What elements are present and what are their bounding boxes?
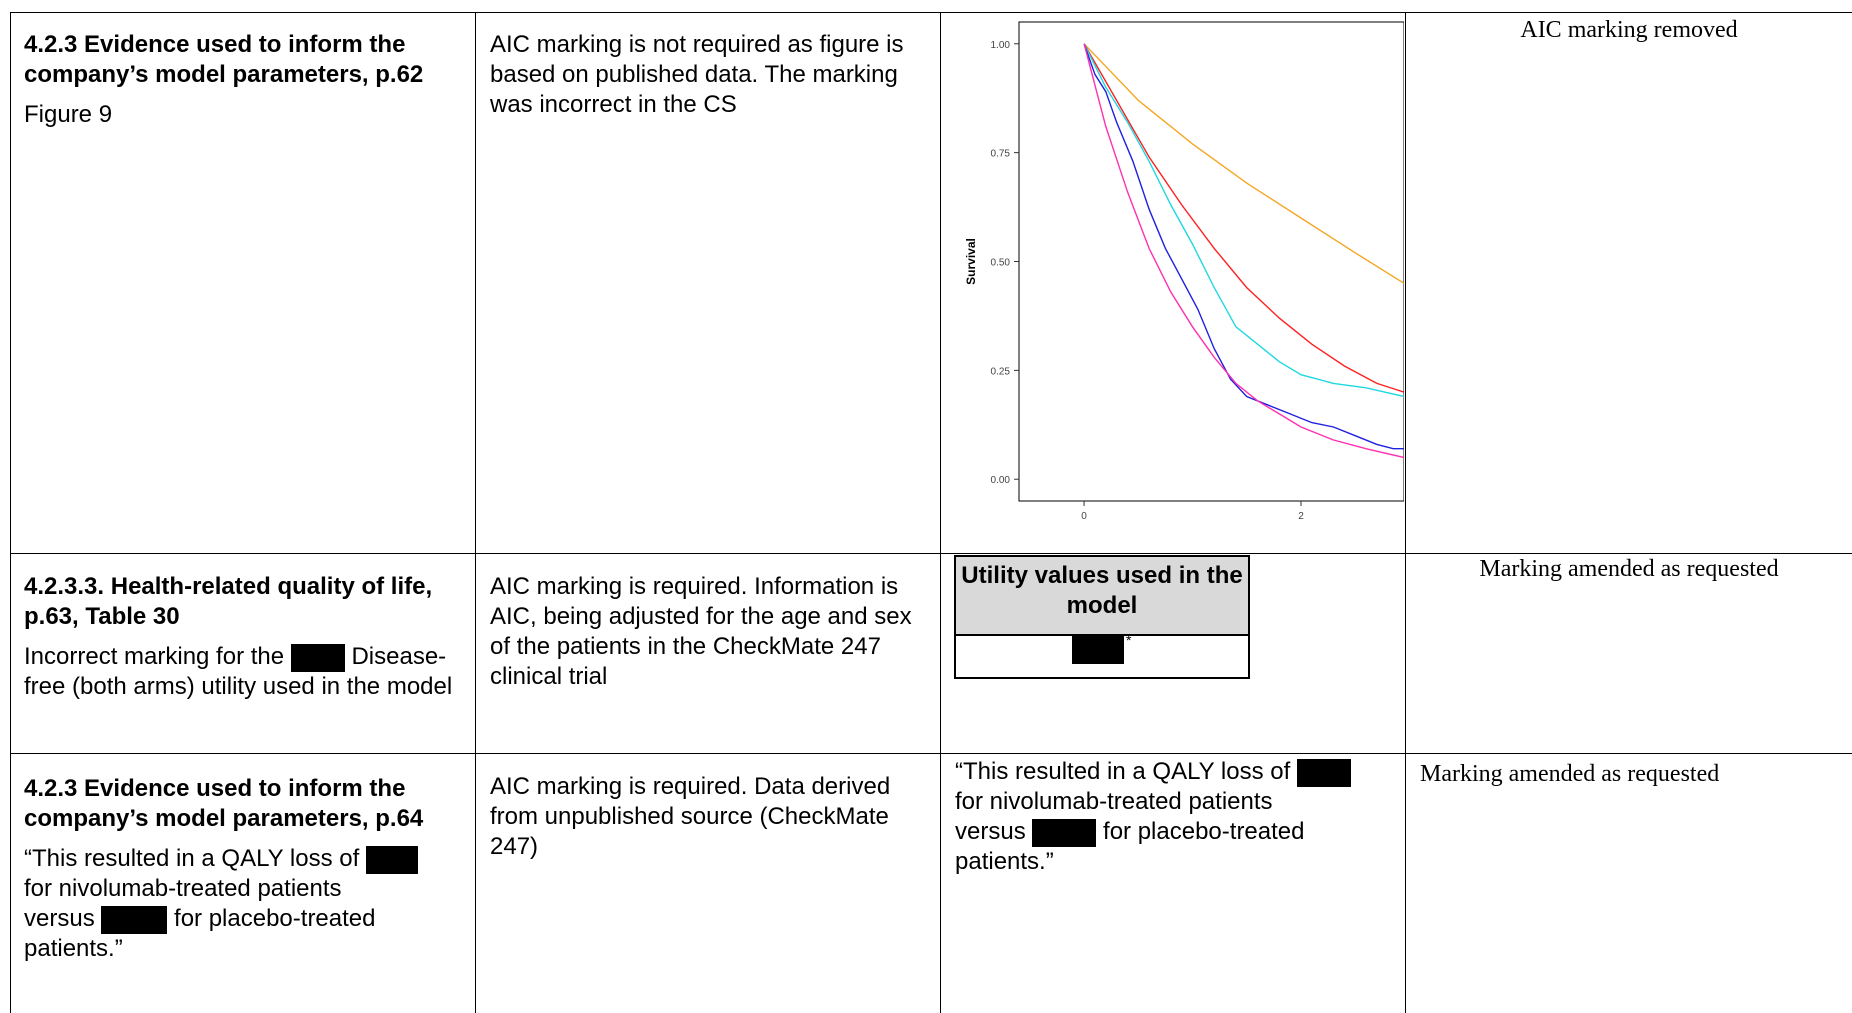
- row1-issue-title: 4.2.3 Evidence used to inform the compan…: [24, 31, 424, 88]
- row2-issue-detail: Incorrect marking for the Disease-free (…: [24, 642, 464, 702]
- row2-justification: AIC marking is required. Information is …: [490, 573, 912, 690]
- series-line-3: [1083, 43, 1404, 398]
- quote-text: versus: [955, 818, 1026, 845]
- table-border: [475, 12, 476, 1013]
- x-tick-label: 0: [1081, 511, 1087, 522]
- series-line-2: [1083, 43, 1404, 393]
- row3-amended-quote: “This resulted in a QALY loss of for niv…: [955, 757, 1400, 877]
- table-border: [10, 12, 1852, 13]
- row2-response: Marking amended as requested: [1479, 556, 1779, 582]
- y-tick-label: 0.25: [991, 366, 1011, 377]
- y-axis-label: Survival: [964, 238, 978, 285]
- quote-text: “This resulted in a QALY loss of: [955, 758, 1291, 785]
- redaction-block: [1032, 818, 1097, 847]
- table-border: [10, 753, 1852, 754]
- utility-values-table: Utility values used in the model *: [954, 555, 1250, 679]
- y-tick-label: 0.00: [991, 475, 1011, 486]
- row3-quote: “This resulted in a QALY loss of for niv…: [24, 844, 464, 964]
- quote-text: patients.”: [24, 935, 123, 962]
- x-tick-label: 2: [1298, 511, 1304, 522]
- quote-text: for nivolumab-treated patients: [24, 875, 342, 902]
- quote-text: versus: [24, 905, 95, 932]
- redaction-block: [365, 845, 418, 874]
- y-tick-label: 0.75: [991, 149, 1011, 160]
- row3-issue-cell: 4.2.3 Evidence used to inform the compan…: [24, 774, 464, 964]
- row2-issue-title: 4.2.3.3. Health-related quality of life,…: [24, 573, 433, 630]
- row2-issue-detail-before: Incorrect marking for the: [24, 643, 285, 670]
- redaction-block: [290, 643, 345, 672]
- row3-response: Marking amended as requested: [1420, 761, 1720, 787]
- redaction-block: [1072, 634, 1124, 664]
- table-border: [10, 553, 1852, 554]
- row3-issue-title: 4.2.3 Evidence used to inform the compan…: [24, 775, 424, 832]
- survival-chart-svg: 0.00 0.25 0.50 0.75 1.00 0 2 Survival: [964, 21, 1405, 522]
- survival-chart: 0.00 0.25 0.50 0.75 1.00 0 2 Survival: [942, 14, 1405, 552]
- redaction-block: [1296, 758, 1351, 787]
- table-border: [940, 12, 941, 1013]
- series-line-4: [1083, 43, 1404, 450]
- series-line-1: [1083, 43, 1404, 284]
- quote-text: for nivolumab-treated patients: [955, 788, 1273, 815]
- row1-justification: AIC marking is not required as figure is…: [490, 31, 904, 118]
- row2-issue-detail-after: Disease-free (both arms) utility used in…: [24, 643, 453, 700]
- utility-table-body: *: [956, 632, 1248, 677]
- row1-issue-cell: 4.2.3 Evidence used to inform the compan…: [24, 30, 464, 130]
- series-line-5: [1083, 43, 1404, 459]
- y-tick-label: 0.50: [991, 258, 1011, 269]
- row1-issue-detail: Figure 9: [24, 101, 113, 128]
- row2-issue-cell: 4.2.3.3. Health-related quality of life,…: [24, 572, 464, 702]
- plot-area: [1018, 21, 1405, 502]
- quote-text: patients.”: [955, 848, 1054, 875]
- y-tick-label: 1.00: [991, 40, 1011, 51]
- redaction-block: [101, 905, 168, 934]
- quote-text: for placebo-treated: [1103, 818, 1305, 845]
- table-border: [10, 12, 11, 1013]
- row3-justification: AIC marking is required. Data derived fr…: [490, 773, 891, 860]
- utility-table-header: Utility values used in the model: [956, 557, 1248, 636]
- table-border: [1405, 12, 1406, 1013]
- row1-response: AIC marking removed: [1520, 17, 1738, 43]
- utility-table-mark: *: [1126, 632, 1132, 648]
- quote-text: for placebo-treated: [174, 905, 376, 932]
- quote-text: “This resulted in a QALY loss of: [24, 845, 360, 872]
